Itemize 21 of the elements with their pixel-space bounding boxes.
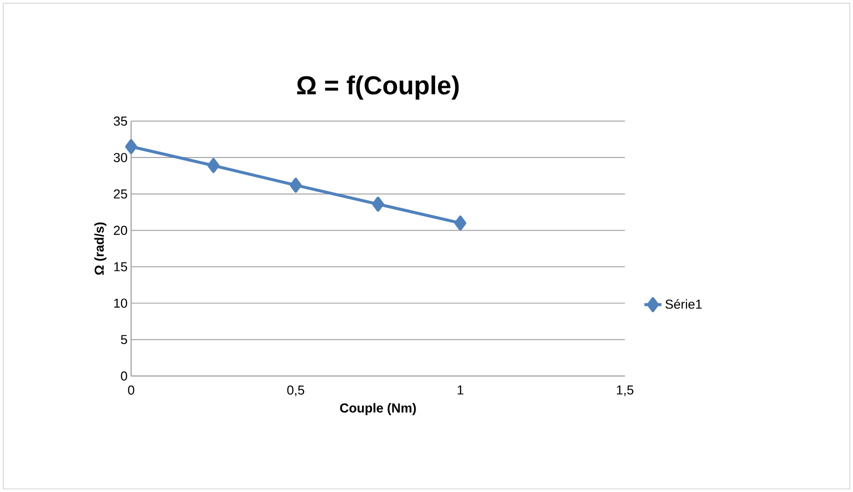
legend-label: Série1 <box>665 299 702 309</box>
y-tick-label: 35 <box>114 116 128 126</box>
x-axis-title: Couple (Nm) <box>340 402 416 416</box>
y-tick-label: 20 <box>114 226 128 235</box>
y-tick-label: 30 <box>114 152 128 162</box>
point <box>372 196 384 212</box>
y-tick-label: 0 <box>120 371 128 381</box>
y-tick-label: 25 <box>114 189 128 198</box>
point <box>125 139 138 154</box>
point <box>454 216 466 230</box>
y-tick-label: 10 <box>114 298 128 308</box>
y-tick-label: 5 <box>120 335 128 344</box>
point <box>207 158 220 173</box>
x-tick-label: 1 <box>458 385 464 394</box>
chart-title: Ω = f(Couple) <box>297 75 459 100</box>
y-tick-label: 15 <box>114 262 128 272</box>
point <box>290 178 302 193</box>
x-tick-label: 1,5 <box>616 385 634 396</box>
y-axis-title: Ω (rad/s) <box>94 222 106 275</box>
x-tick-label: 0 <box>128 385 134 395</box>
x-tick-label: 0,5 <box>287 385 304 396</box>
